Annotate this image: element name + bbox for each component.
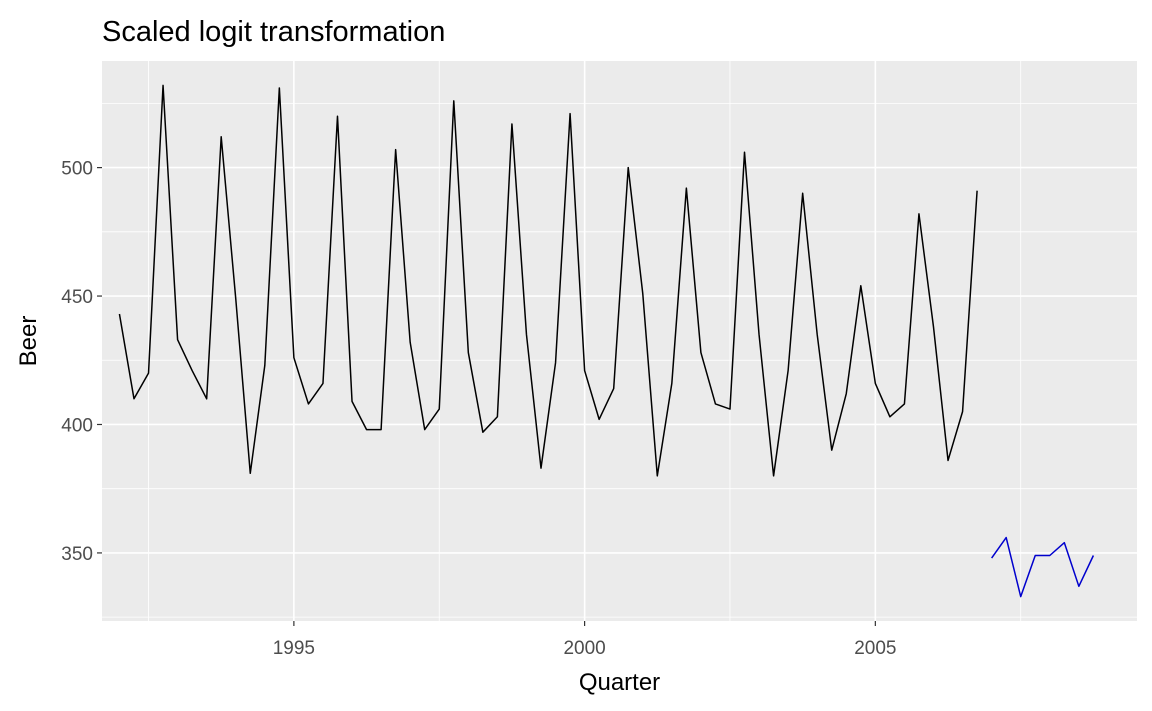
x-tick-label: 2000 bbox=[563, 638, 605, 659]
series-line-forecast bbox=[991, 536, 1095, 598]
series-layer bbox=[118, 84, 1095, 598]
x-axis: 1995 2000 2005 bbox=[273, 621, 896, 659]
y-tick-label: 350 bbox=[61, 544, 93, 565]
x-tick-label: 2005 bbox=[854, 638, 896, 659]
y-axis: 350 400 450 500 bbox=[61, 159, 102, 565]
grid-major bbox=[102, 61, 1137, 621]
x-axis-title: Quarter bbox=[579, 669, 660, 696]
y-axis-title: Beer bbox=[15, 316, 42, 367]
y-tick-label: 500 bbox=[61, 159, 93, 180]
series-line-history bbox=[118, 84, 978, 477]
y-tick-label: 450 bbox=[61, 287, 93, 308]
y-tick-label: 400 bbox=[61, 415, 93, 436]
x-tick-label: 1995 bbox=[273, 638, 315, 659]
grid-minor bbox=[102, 61, 1137, 621]
plot-panel bbox=[102, 61, 1137, 621]
chart-title: Scaled logit transformation bbox=[102, 16, 445, 48]
